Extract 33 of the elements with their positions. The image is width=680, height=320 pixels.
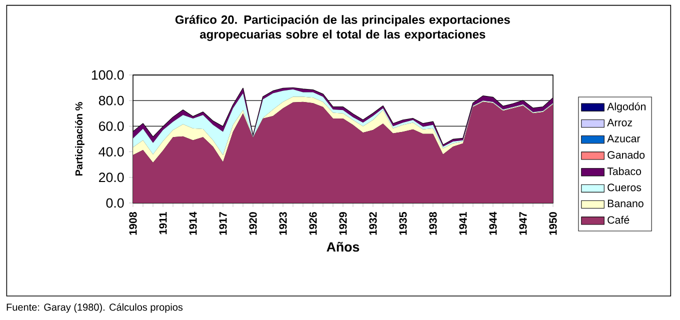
legend-label: Algodón [607, 102, 646, 112]
x-tick-label: 1947 [519, 212, 527, 235]
x-tick-label: 1932 [369, 212, 377, 235]
legend-label: Arroz [607, 118, 632, 126]
x-tick-label: 1923 [279, 212, 287, 235]
x-tick-label: 1908 [129, 212, 137, 235]
x-tick-label: 1941 [459, 212, 467, 235]
legend-label: Tabaco [607, 167, 642, 176]
chart-title: Gráfico 20. Participación de las principales exportaciones agropecuarias sobre el total de las exportaciones [175, 14, 510, 42]
legend-label: Cueros [608, 184, 642, 192]
source-note: Fuente: Garay (1980). Cálculos propios [6, 303, 183, 313]
x-tick-label: 1920 [249, 212, 257, 235]
x-axis-title: Años [326, 242, 360, 252]
legend-label: Café [608, 216, 630, 224]
y-tick-label: 20.0 [99, 172, 124, 182]
x-tick-label: 1929 [339, 212, 347, 235]
y-tick-label: 60.0 [99, 121, 124, 131]
legend-label: Azucar [607, 134, 640, 142]
x-tick-label: 1935 [399, 212, 407, 235]
x-tick-label: 1914 [189, 212, 197, 235]
x-tick-label: 1938 [429, 212, 437, 235]
x-tick-label: 1917 [219, 212, 227, 235]
legend-label: Banano [608, 200, 644, 208]
legend-label: Ganado [608, 150, 645, 159]
x-tick-label: 1926 [309, 212, 317, 235]
y-tick-label: 0.0 [106, 198, 124, 208]
x-tick-label: 1950 [549, 212, 557, 235]
y-tick-label: 40.0 [98, 147, 124, 157]
x-tick-label: 1944 [489, 212, 497, 235]
y-tick-label: 80.0 [98, 96, 124, 106]
y-tick-label: 100.0 [92, 70, 124, 80]
y-axis-title: Participación % [75, 102, 84, 176]
x-tick-label: 1911 [159, 212, 167, 234]
